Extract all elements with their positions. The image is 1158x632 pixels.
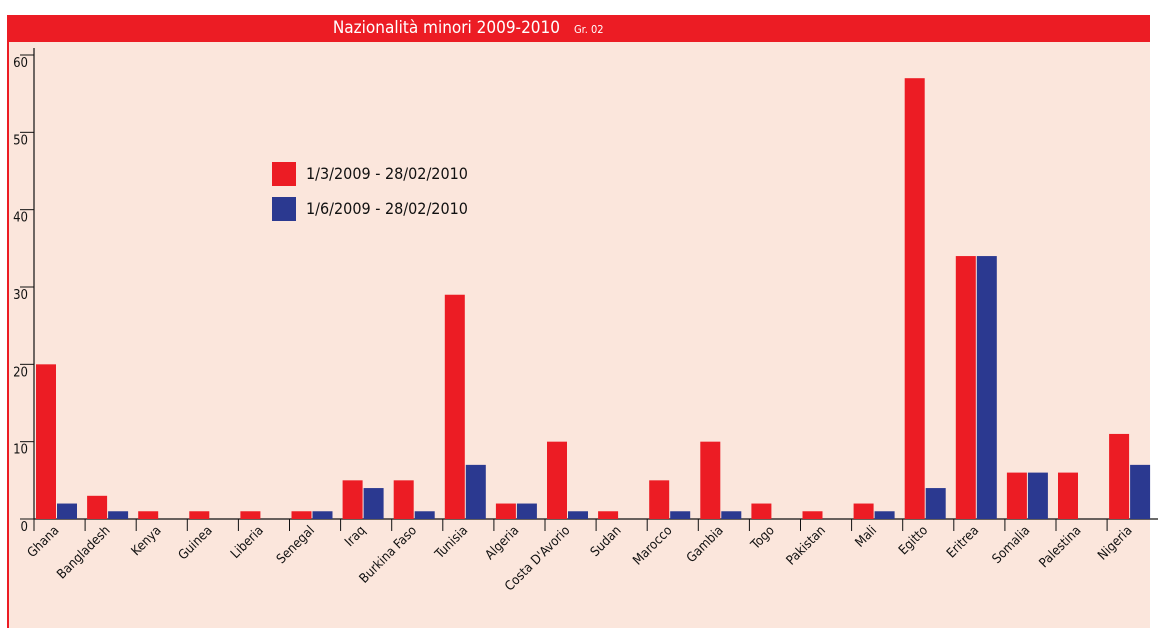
- bar: [547, 441, 567, 519]
- bar: [495, 503, 516, 519]
- bar: [465, 464, 486, 519]
- bar: [1027, 472, 1048, 519]
- bar: [874, 511, 895, 519]
- chart-title: Nazionalità minori 2009-2010: [333, 18, 560, 38]
- y-tick-label: 0: [21, 520, 28, 535]
- y-tick-label: 40: [13, 211, 28, 226]
- bar: [1109, 433, 1130, 519]
- bar: [516, 503, 537, 519]
- bar: [1006, 472, 1027, 519]
- bar: [904, 78, 925, 519]
- bar: [700, 441, 721, 519]
- bar: [444, 294, 465, 519]
- bar: [393, 480, 414, 519]
- bar: [955, 256, 976, 519]
- bar: [976, 256, 997, 519]
- bar: [108, 511, 129, 519]
- y-tick-label: 60: [13, 56, 28, 71]
- bar: [291, 511, 312, 519]
- bar: [751, 503, 772, 519]
- bar: [240, 511, 261, 519]
- legend-label: 1/6/2009 - 28/02/2010: [306, 199, 468, 218]
- bar: [853, 503, 874, 519]
- bar: [568, 511, 588, 519]
- bar: [802, 511, 823, 519]
- bar: [598, 511, 619, 519]
- bar: [670, 511, 691, 519]
- bar: [649, 480, 670, 519]
- bar: [925, 488, 946, 519]
- chart-subtitle: Gr. 02: [574, 23, 604, 36]
- bar: [57, 503, 77, 519]
- bar: [414, 511, 435, 519]
- bar: [36, 364, 56, 519]
- y-tick-label: 10: [13, 443, 28, 458]
- bar: [721, 511, 742, 519]
- legend-label: 1/3/2009 - 28/02/2010: [306, 164, 468, 183]
- legend-swatch: [272, 197, 296, 221]
- y-tick-label: 30: [13, 288, 28, 303]
- y-tick-label: 20: [13, 365, 28, 380]
- bar: [87, 495, 108, 519]
- bar: [189, 511, 210, 519]
- bar: [1130, 464, 1151, 519]
- bar: [1058, 472, 1078, 519]
- legend-swatch: [272, 162, 296, 186]
- title-bar: [8, 15, 1150, 42]
- y-tick-label: 50: [13, 133, 28, 148]
- bar: [342, 480, 363, 519]
- bar: [138, 511, 159, 519]
- bar: [312, 511, 333, 519]
- bar: [363, 488, 384, 519]
